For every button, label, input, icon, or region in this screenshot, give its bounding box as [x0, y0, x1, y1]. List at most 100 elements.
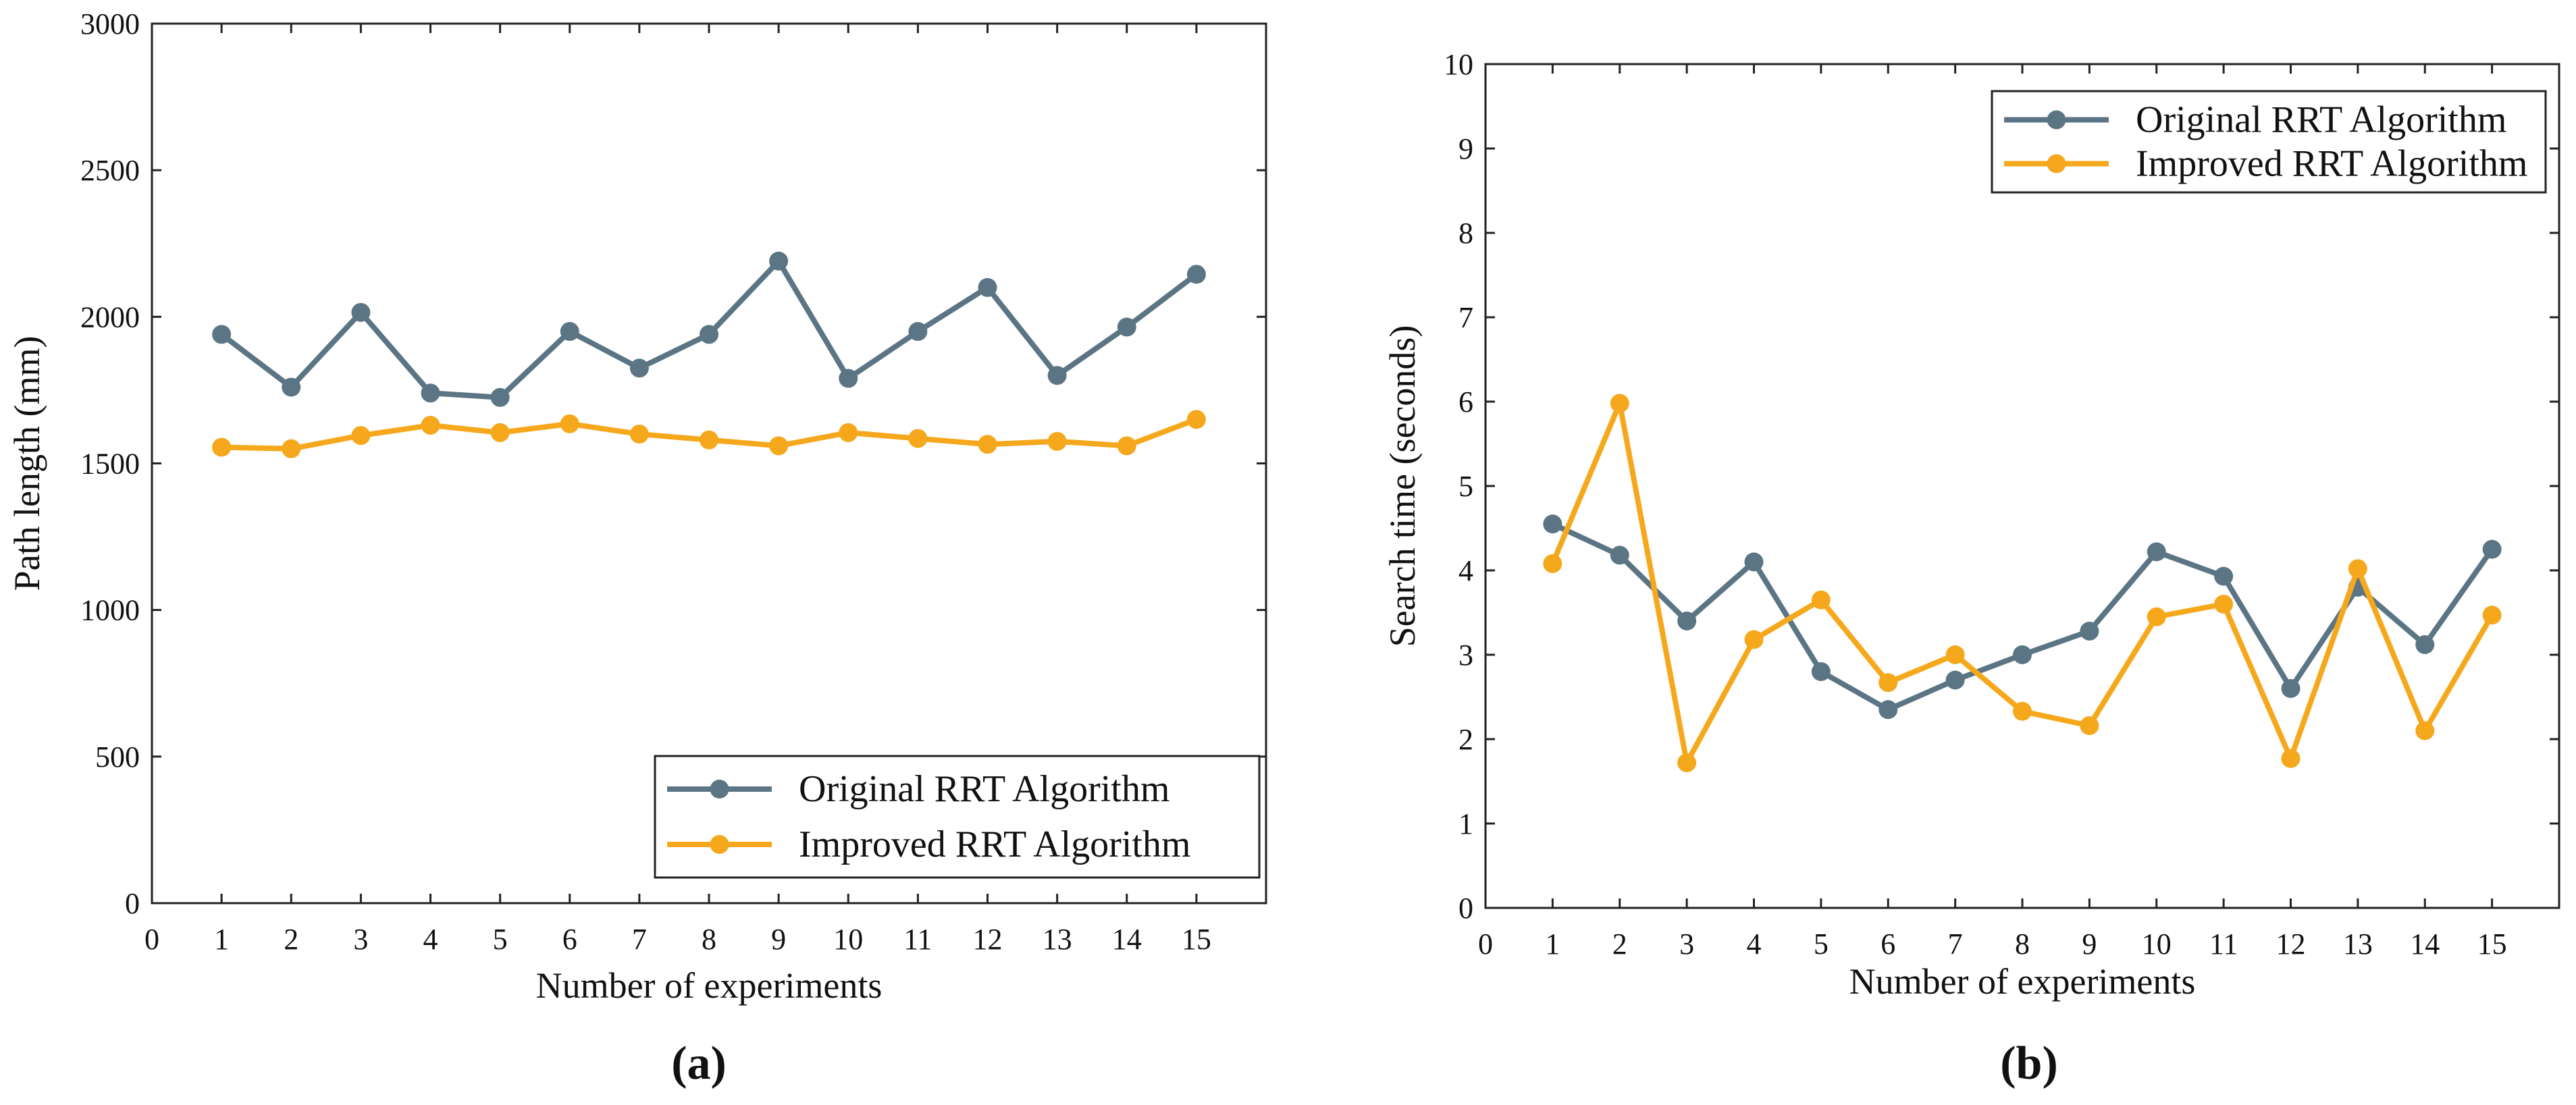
- x-tick-label: 10: [2142, 927, 2172, 961]
- y-tick-label: 2: [1458, 723, 1473, 756]
- data-point-original: [282, 377, 301, 397]
- x-tick-label: 12: [2276, 927, 2306, 961]
- data-point-improved: [2415, 721, 2435, 740]
- data-point-original: [421, 383, 440, 403]
- x-tick-label: 3: [1679, 927, 1694, 961]
- x-tick-label: 11: [2209, 927, 2238, 961]
- legend-label: Improved RRT Algorithm: [2136, 143, 2527, 185]
- y-axis-label: Search time (seconds): [1382, 325, 1423, 647]
- x-tick-label: 5: [1814, 927, 1829, 961]
- x-tick-label: 7: [1948, 927, 1963, 961]
- x-tick-label: 14: [1112, 923, 1142, 956]
- data-point-improved: [2281, 749, 2301, 768]
- legend-box-a: [654, 755, 1261, 879]
- y-tick-label: 1000: [80, 594, 140, 627]
- data-point-improved: [1945, 645, 1965, 664]
- x-tick-label: 1: [214, 923, 229, 956]
- data-point-improved: [212, 437, 232, 457]
- data-point-improved: [1047, 431, 1067, 451]
- chart-panel-b: 0 1 2 3 4 5 6 7 8 9 10 11 12 13 14 15012345678910Number…: [1382, 48, 2560, 1002]
- x-tick-label: 11: [903, 923, 932, 956]
- x-tick-label: 2: [284, 923, 298, 956]
- data-point-improved: [1610, 394, 1629, 413]
- legend-swatch-marker: [2047, 154, 2066, 173]
- data-point-original: [1610, 545, 1629, 565]
- data-point-original: [2147, 542, 2166, 562]
- y-tick-label: 3: [1458, 639, 1473, 672]
- data-point-original: [1878, 700, 1898, 720]
- legend-box-b: [1991, 90, 2547, 194]
- x-tick-label: 4: [423, 923, 438, 956]
- y-tick-label: 0: [125, 887, 140, 920]
- panel-tag-a: (a): [671, 1037, 727, 1089]
- data-point-improved: [2013, 701, 2032, 721]
- x-tick-label: 3: [353, 923, 368, 956]
- x-tick-label: 4: [1747, 927, 1762, 961]
- x-tick-label: 10: [833, 923, 863, 956]
- legend-label: Original RRT Algorithm: [2136, 99, 2506, 141]
- x-tick-label: 0: [1478, 927, 1493, 961]
- data-point-original: [1677, 612, 1697, 630]
- data-point-original: [212, 325, 232, 344]
- y-tick-label: 500: [95, 740, 140, 774]
- data-point-original: [1117, 317, 1136, 337]
- legend-swatch-marker: [710, 780, 729, 799]
- x-axis-label: Number of experiments: [1849, 961, 2196, 1002]
- y-tick-label: 4: [1458, 554, 1473, 587]
- data-point-improved: [839, 423, 858, 442]
- data-point-original: [2214, 566, 2234, 586]
- y-tick-label: 9: [1458, 132, 1473, 165]
- legend-label: Improved RRT Algorithm: [799, 824, 1190, 865]
- y-tick-label: 10: [1444, 48, 1473, 81]
- data-point-original: [839, 369, 858, 388]
- y-tick-label: 0: [1458, 892, 1473, 925]
- data-point-improved: [769, 436, 789, 456]
- x-tick-label: 12: [973, 923, 1003, 956]
- y-tick-label: 7: [1458, 301, 1473, 334]
- data-point-improved: [978, 435, 997, 454]
- data-point-original: [1945, 670, 1965, 690]
- x-tick-label: 2: [1612, 927, 1627, 961]
- x-tick-label: 8: [702, 923, 716, 956]
- x-tick-label: 9: [771, 923, 786, 956]
- data-point-improved: [1117, 436, 1136, 456]
- x-tick-label: 1: [1545, 927, 1560, 961]
- x-tick-label: 13: [2343, 927, 2373, 961]
- data-point-improved: [1744, 630, 1764, 649]
- x-tick-label: 15: [1182, 923, 1211, 956]
- data-point-improved: [1543, 554, 1562, 573]
- y-tick-label: 2000: [80, 300, 140, 333]
- data-point-improved: [560, 414, 579, 433]
- data-point-original: [1811, 662, 1831, 681]
- data-point-improved: [2348, 559, 2367, 578]
- data-point-original: [2013, 645, 2032, 664]
- data-point-original: [769, 251, 789, 271]
- data-point-improved: [351, 426, 371, 446]
- data-point-improved: [490, 423, 510, 442]
- data-point-original: [2415, 635, 2435, 654]
- x-tick-label: 7: [632, 923, 647, 956]
- legend-label: Original RRT Algorithm: [799, 768, 1169, 810]
- data-point-original: [1744, 552, 1764, 572]
- data-point-original: [629, 358, 649, 378]
- data-point-original: [1543, 514, 1562, 534]
- data-point-improved: [700, 430, 718, 450]
- data-point-improved: [2080, 716, 2099, 735]
- x-tick-label: 13: [1043, 923, 1072, 956]
- data-point-original: [2080, 622, 2099, 641]
- y-tick-label: 1500: [80, 448, 140, 481]
- data-point-improved: [1811, 590, 1831, 610]
- data-point-original: [2482, 539, 2502, 559]
- data-point-improved: [1677, 753, 1697, 772]
- x-tick-label: 6: [1881, 927, 1895, 961]
- y-axis-label: Path length (mm): [7, 336, 47, 591]
- panel-tag-b: (b): [2000, 1037, 2058, 1089]
- data-point-original: [560, 322, 579, 342]
- legend-swatch-marker: [2047, 110, 2066, 130]
- data-point-improved: [1878, 673, 1898, 693]
- data-point-original: [490, 387, 510, 407]
- x-tick-label: 0: [144, 923, 159, 956]
- x-tick-label: 9: [2082, 927, 2097, 961]
- legend-swatch-marker: [710, 835, 729, 854]
- y-tick-label: 2500: [80, 154, 140, 187]
